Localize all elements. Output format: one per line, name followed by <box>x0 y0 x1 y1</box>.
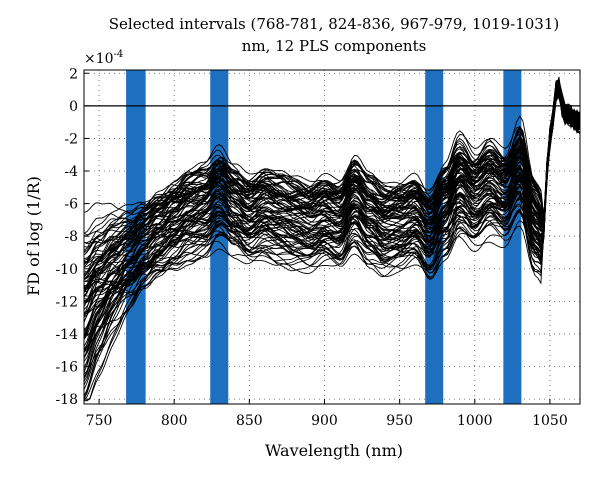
y-tick-label: -12 <box>55 294 78 310</box>
spectrum-line <box>83 81 581 280</box>
interval-band-824-836 <box>210 70 229 404</box>
chart-title-line-1: Selected intervals (768-781, 824-836, 96… <box>109 15 559 33</box>
y-tick-label: 0 <box>69 99 78 115</box>
y-tick-label: -14 <box>55 327 78 343</box>
x-tick-label: 800 <box>161 413 188 429</box>
spectrum-line <box>83 82 581 359</box>
y-tick-label: -2 <box>64 131 78 147</box>
interval-band-1019-1031 <box>503 70 522 404</box>
spectrum-line <box>83 90 581 302</box>
x-tick-label: 1050 <box>532 413 568 429</box>
spectrum-line <box>83 92 581 379</box>
spectrum-line <box>83 89 581 300</box>
y-tick-label: -8 <box>64 229 78 245</box>
y-tick-label: -18 <box>55 392 78 408</box>
spectrum-line <box>83 80 581 264</box>
x-axis-label: Wavelength (nm) <box>265 441 403 460</box>
y-tick-label: 2 <box>69 66 78 82</box>
x-axis-ticks: 750 800 850 900 950 1000 1050 <box>86 399 568 429</box>
spectrum-line <box>83 88 581 362</box>
x-tick-label: 850 <box>236 413 263 429</box>
y-axis-exponent-label: ×10-4 <box>84 49 123 67</box>
spectrum-line <box>83 79 581 323</box>
exponent-base: ×10 <box>84 51 114 67</box>
y-axis-ticks: 2 0 -2 -4 -6 -8 -10 -12 -14 -16 -18 <box>55 66 89 408</box>
selected-intervals <box>126 70 522 404</box>
spectrum-line <box>83 86 581 352</box>
spectrum-line <box>83 80 581 263</box>
spectrum-line <box>83 77 581 305</box>
y-tick-label: -6 <box>64 197 78 213</box>
y-tick-label: -4 <box>64 164 78 180</box>
y-axis-label: FD of log (1/R) <box>24 176 43 296</box>
x-tick-label: 1000 <box>457 413 493 429</box>
spectrum-line <box>83 84 581 280</box>
spectrum-line <box>83 88 581 260</box>
spectra-lines <box>83 76 581 402</box>
y-tick-label: -10 <box>55 262 78 278</box>
spectrum-line <box>83 82 581 337</box>
spectrum-line <box>83 80 581 304</box>
x-tick-label: 750 <box>86 413 113 429</box>
spectrum-line <box>83 83 581 352</box>
plot-frame <box>83 69 581 405</box>
x-tick-label: 900 <box>311 413 338 429</box>
x-tick-label: 950 <box>386 413 413 429</box>
spectrum-line <box>83 89 581 262</box>
spectrum-line <box>84 91 581 402</box>
spectrum-line <box>83 88 581 252</box>
y-tick-label: -16 <box>55 360 78 376</box>
spectrum-line <box>83 94 581 289</box>
spectrum-line <box>83 88 581 401</box>
chart-title-line-2: nm, 12 PLS components <box>242 37 427 55</box>
svg-text:×10-4: ×10-4 <box>84 49 123 67</box>
spectrum-line <box>83 94 581 369</box>
exponent-power: -4 <box>114 49 124 60</box>
spectrum-line <box>83 92 581 375</box>
